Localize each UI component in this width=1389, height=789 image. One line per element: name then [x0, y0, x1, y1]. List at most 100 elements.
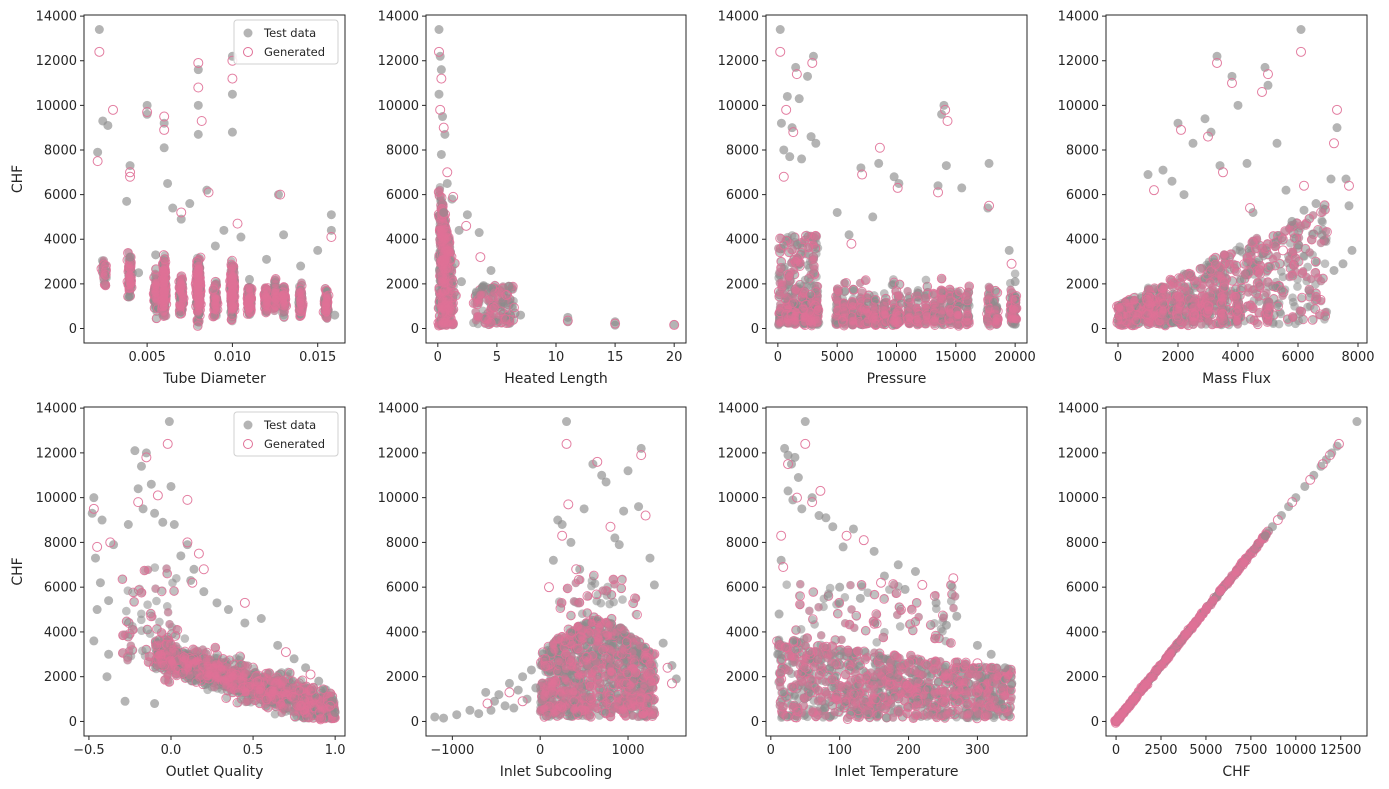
y-axis-label: CHF — [10, 165, 26, 193]
test-data-point — [151, 314, 161, 324]
generated-point — [280, 282, 289, 291]
generated-point — [209, 312, 218, 321]
generated-point — [280, 302, 289, 311]
generated-point — [244, 297, 253, 306]
y-tick-label: 14000 — [378, 10, 419, 25]
test-data-point — [244, 274, 254, 284]
test-data-point — [279, 230, 289, 240]
generated-point — [162, 311, 171, 320]
generated-point — [475, 252, 486, 263]
test-data-point — [93, 147, 103, 157]
test-data-point — [177, 295, 187, 304]
generated-point — [497, 288, 506, 297]
test-data-point — [313, 245, 323, 255]
y-tick-label: 2000 — [386, 277, 419, 292]
generated-point — [475, 312, 484, 321]
test-data-point — [150, 286, 159, 295]
generated-point — [279, 293, 288, 302]
test-data-point — [227, 89, 237, 99]
test-data-point — [504, 281, 514, 291]
generated-point — [159, 265, 168, 274]
y-tick-label: 8000 — [44, 143, 77, 158]
generated-point — [438, 288, 447, 297]
generated-point — [262, 298, 271, 307]
generated-point — [211, 280, 220, 289]
generated-point — [434, 188, 443, 197]
test-data-point — [330, 310, 340, 320]
generated-point — [125, 263, 134, 272]
generated-point — [177, 287, 186, 296]
test-data-point — [103, 120, 113, 130]
test-data-point — [177, 287, 186, 297]
test-data-point — [159, 273, 169, 282]
x-tick-label: 5 — [493, 350, 501, 365]
test-data-point — [149, 296, 159, 306]
y-tick-label: 8000 — [386, 143, 419, 158]
generated-point — [295, 306, 304, 315]
y-tick-label: 0 — [69, 322, 77, 337]
test-data-point — [122, 196, 132, 206]
generated-point — [436, 227, 445, 236]
generated-point — [323, 291, 332, 300]
x-tick-label: 0 — [434, 350, 442, 365]
y-tick-label: 12000 — [378, 54, 419, 69]
test-data-point — [158, 310, 167, 320]
test-data-point — [227, 127, 237, 137]
generated-point — [92, 156, 103, 167]
y-tick-label: 10000 — [36, 99, 77, 114]
generated-point — [229, 303, 238, 312]
test-data-point — [439, 207, 449, 217]
subplot-3: 0 5000 10000 15000 2000002000400060008000100… — [718, 10, 1036, 387]
generated-point — [160, 256, 169, 265]
y-tick-label: 6000 — [386, 188, 419, 203]
generated-point — [443, 232, 452, 241]
test-data-point — [126, 276, 135, 285]
generated-point — [271, 279, 280, 288]
generated-point — [101, 281, 110, 290]
x-axis-label: Heated Length — [504, 371, 607, 387]
generated-point — [435, 267, 444, 276]
generated-point — [443, 319, 452, 328]
test-data-point — [151, 250, 161, 260]
test-data-point — [142, 109, 152, 119]
generated-point — [195, 318, 204, 327]
generated-point — [436, 73, 447, 84]
test-data-point — [498, 297, 508, 307]
test-data-point — [185, 199, 195, 209]
x-axis-label: Tube Diameter — [162, 371, 266, 387]
test-data-point — [210, 241, 220, 251]
test-data-point — [326, 210, 336, 220]
generated-point — [178, 280, 187, 289]
subplot-1: 0.005 0.010 0.0150200040006000800010000120… — [10, 10, 346, 387]
x-tick-label: 0.010 — [214, 350, 251, 365]
generated-point — [159, 254, 170, 265]
test-data-point — [158, 292, 168, 302]
test-data-point — [479, 280, 488, 290]
generated-point — [321, 298, 330, 307]
generated-point — [296, 294, 305, 303]
test-data-point — [163, 178, 173, 188]
y-tick-label: 12000 — [36, 54, 77, 69]
x-tick-label: 0.005 — [129, 350, 166, 365]
generated-point — [442, 167, 453, 178]
generated-point — [151, 269, 160, 278]
generated-point — [245, 304, 254, 313]
generated-point — [261, 284, 270, 293]
generated-point — [437, 304, 446, 313]
generated-point — [488, 293, 497, 302]
legend-test-label: Test data — [263, 26, 316, 40]
test-data-point — [219, 225, 229, 235]
test-data-point — [134, 268, 144, 278]
scatter-marks — [433, 25, 680, 331]
test-data-point — [174, 309, 184, 319]
x-tick-label: 20 — [666, 350, 683, 365]
generated-point — [445, 247, 454, 256]
generated-point — [100, 270, 109, 279]
test-data-point — [434, 25, 444, 35]
test-data-point — [159, 284, 168, 294]
y-tick-label: 10000 — [378, 99, 419, 114]
generated-point — [175, 309, 185, 319]
test-data-point — [193, 129, 203, 139]
test-data-point — [94, 25, 104, 35]
test-data-point — [442, 178, 452, 188]
